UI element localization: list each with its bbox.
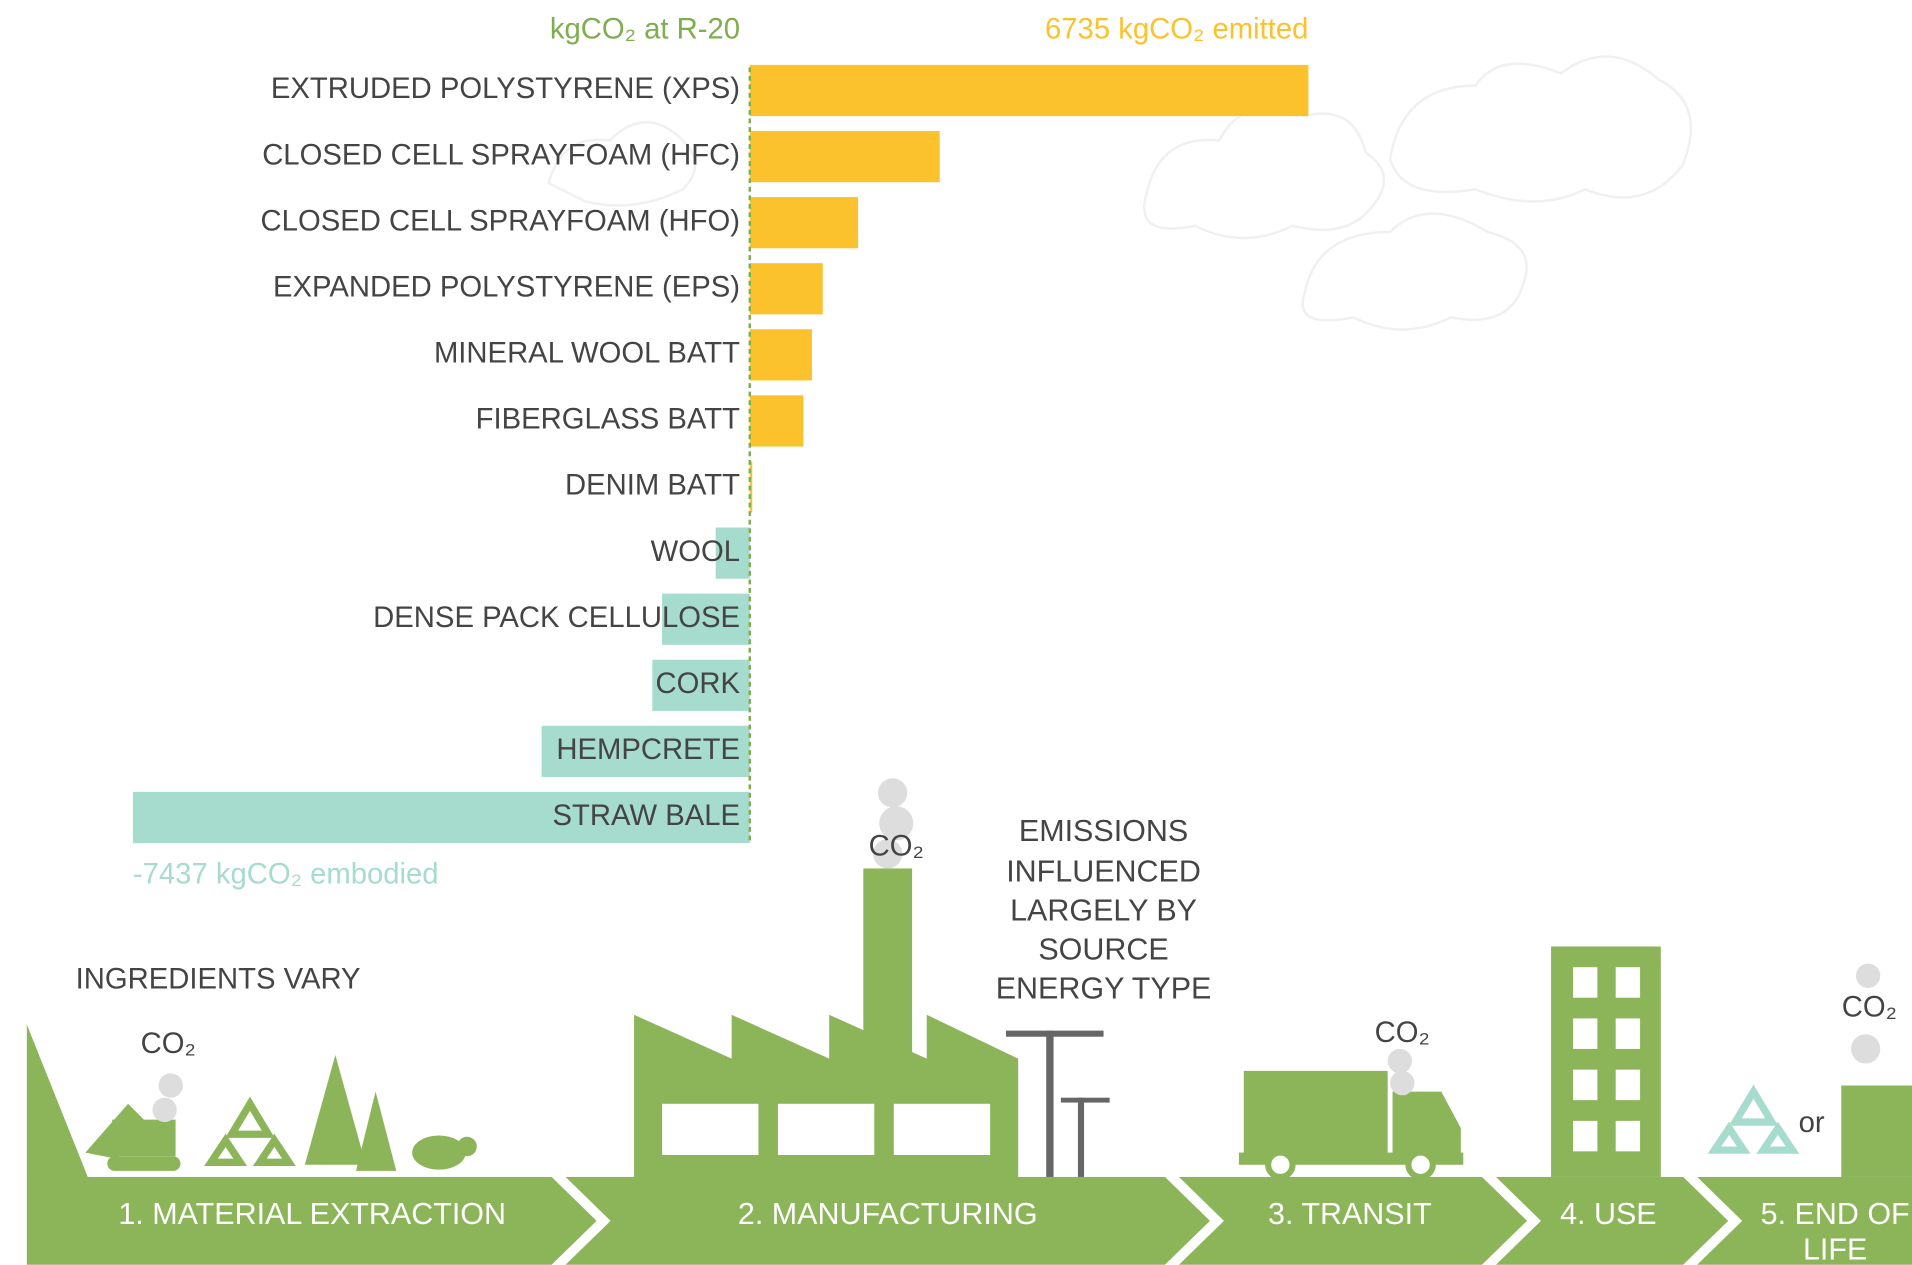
- trash-bin: [1841, 1086, 1912, 1177]
- bar: [750, 329, 812, 380]
- stage-label: 3. TRANSIT: [1268, 1197, 1432, 1231]
- stage-label: 4. USE: [1560, 1197, 1657, 1231]
- axis-label: kgCO₂ at R-20: [550, 13, 740, 45]
- note: LARGELY BY: [1010, 893, 1197, 927]
- stage-label: LIFE: [1803, 1232, 1867, 1265]
- value-label: 6735 kgCO₂ emitted: [1045, 13, 1308, 45]
- category-label: WOOL: [651, 536, 740, 568]
- note: EMISSIONS: [1019, 814, 1188, 848]
- note: or: [1799, 1107, 1825, 1139]
- sheep: [412, 1135, 466, 1169]
- category-label: DENIM BATT: [565, 470, 740, 502]
- co2-label: CO₂: [141, 1028, 196, 1060]
- bar: [750, 395, 804, 446]
- power-pole: [1006, 1031, 1110, 1177]
- excavator: [112, 1120, 175, 1157]
- note: ENERGY TYPE: [996, 971, 1212, 1005]
- recycle-icon: [1714, 1092, 1792, 1151]
- category-label: CLOSED CELL SPRAYFOAM (HFO): [261, 205, 740, 237]
- bar: [750, 131, 940, 182]
- infographic: EXTRUDED POLYSTYRENE (XPS) CLOSED CELL SP…: [0, 0, 1912, 1265]
- tree: [356, 1092, 396, 1171]
- note: INFLUENCED: [1006, 854, 1201, 888]
- note: INGREDIENTS VARY: [76, 963, 361, 995]
- bar-chart: EXTRUDED POLYSTYRENE (XPS) CLOSED CELL SP…: [133, 13, 1308, 890]
- stage-label: 5. END OF: [1761, 1197, 1910, 1231]
- category-label: HEMPCRETE: [556, 734, 740, 766]
- recycle-icon: [211, 1104, 289, 1163]
- category-label: CLOSED CELL SPRAYFOAM (HFC): [262, 139, 740, 171]
- truck-cab: [1393, 1092, 1461, 1159]
- category-label: CORK: [656, 668, 741, 700]
- category-label: MINERAL WOOL BATT: [434, 338, 740, 370]
- co2-label: CO₂: [869, 830, 924, 862]
- co2-label: CO₂: [1375, 1017, 1430, 1049]
- icons: [27, 868, 1912, 1177]
- excavator-track: [107, 1156, 180, 1171]
- bar: [750, 263, 823, 314]
- building: [1551, 946, 1661, 1176]
- note: SOURCE: [1038, 932, 1168, 966]
- category-label: EXPANDED POLYSTYRENE (EPS): [273, 271, 740, 303]
- tree: [305, 1055, 366, 1165]
- category-label: STRAW BALE: [553, 800, 740, 832]
- truck-box: [1244, 1071, 1388, 1159]
- category-label: FIBERGLASS BATT: [476, 404, 741, 436]
- stage-label: 1. MATERIAL EXTRACTION: [118, 1197, 506, 1231]
- co2-label: CO₂: [1842, 991, 1897, 1023]
- lifecycle-band: 1. MATERIAL EXTRACTION 2. MANUFACTURING …: [27, 1173, 1912, 1265]
- hill: [27, 1025, 88, 1177]
- page: EXTRUDED POLYSTYRENE (XPS) CLOSED CELL SP…: [0, 0, 1912, 1265]
- category-label: EXTRUDED POLYSTYRENE (XPS): [271, 73, 740, 105]
- sheep-head: [457, 1137, 477, 1157]
- value-label: -7437 kgCO₂ embodied: [133, 859, 439, 891]
- bar: [750, 197, 858, 248]
- bar: [750, 65, 1309, 116]
- category-label: DENSE PACK CELLULOSE: [373, 602, 740, 634]
- stage-label: 2. MANUFACTURING: [738, 1197, 1038, 1231]
